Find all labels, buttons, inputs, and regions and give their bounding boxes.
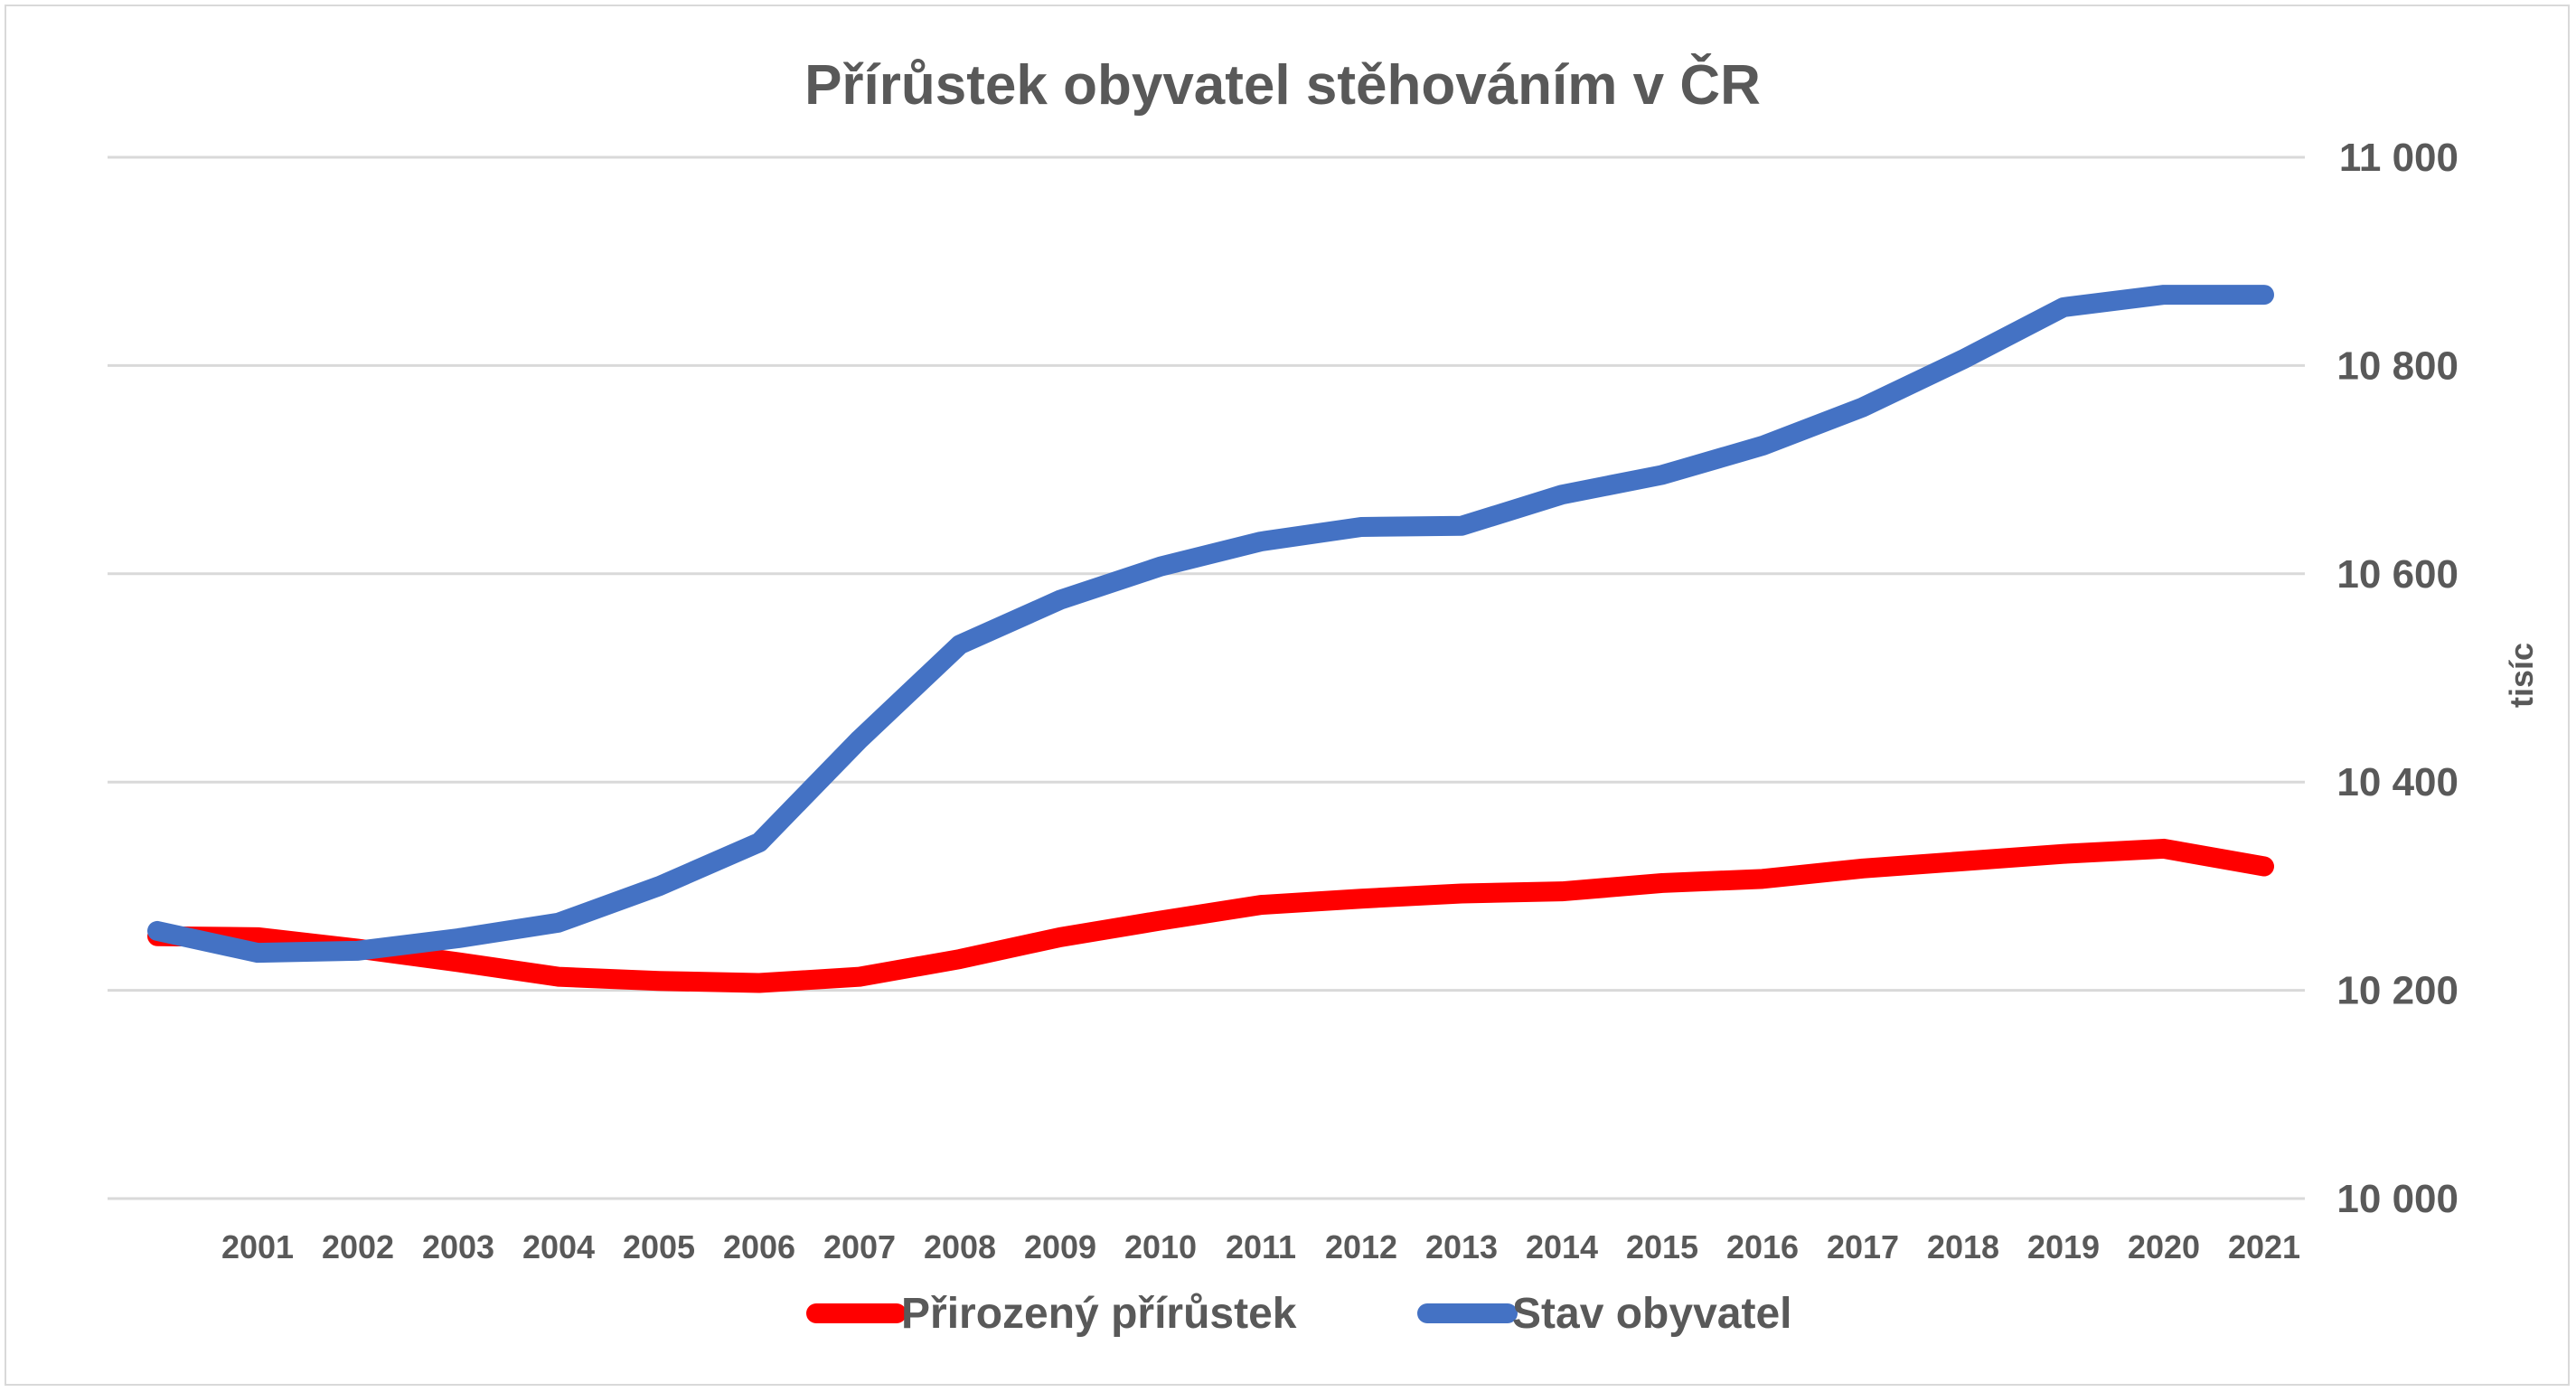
x-tick-label: 2019 [2027,1228,2100,1265]
legend-label-1: Přirozený přírůstek [901,1290,1297,1338]
y-tick-label: 10 200 [2336,969,2458,1013]
x-tick-label: 2005 [623,1228,695,1265]
x-tick-label: 2002 [322,1228,394,1265]
x-tick-label: 2001 [221,1228,294,1265]
y-tick-label: 10 000 [2336,1177,2458,1221]
chart-area: Přírůstek obyvatel stěhováním v ČR 10 00… [5,5,2570,1386]
y-tick-label: 10 600 [2336,552,2458,597]
x-tick-label: 2004 [522,1228,595,1265]
x-tick-label: 2003 [422,1228,494,1265]
y-axis-title: tisíc [2503,643,2540,708]
y-axis-ticks: 10 000 10 200 10 400 10 600 10 800 11 000 [2336,136,2458,1221]
series-line-1 [147,838,2274,993]
x-tick-label: 2014 [1526,1228,1598,1265]
x-tick-label: 2011 [1226,1228,1296,1265]
chart-title: Přírůstek obyvatel stěhováním v ČR [804,54,1761,117]
legend: Přirozený přírůstek Stav obyvatel [806,1290,1791,1338]
y-tick-label: 10 800 [2336,343,2458,388]
x-tick-label: 2017 [1827,1228,1899,1265]
x-tick-label: 2021 [2228,1228,2300,1265]
x-tick-label: 2010 [1124,1228,1197,1265]
y-tick-label: 10 400 [2336,760,2458,804]
gridlines [108,155,2305,1200]
series-line-2 [147,285,2274,964]
x-tick-label: 2020 [2128,1228,2200,1265]
line-chart: Přírůstek obyvatel stěhováním v ČR 10 00… [108,54,2540,1338]
x-tick-label: 2016 [1726,1228,1799,1265]
x-tick-label: 2006 [723,1228,795,1265]
x-tick-label: 2007 [823,1228,896,1265]
x-tick-label: 2015 [1626,1228,1698,1265]
x-tick-label: 2008 [924,1228,996,1265]
legend-label-2: Stav obyvatel [1512,1290,1791,1338]
y-tick-label: 11 000 [2339,136,2458,180]
x-tick-label: 2018 [1927,1228,1999,1265]
series-lines [147,285,2274,993]
x-tick-label: 2012 [1325,1228,1397,1265]
x-tick-label: 2013 [1425,1228,1498,1265]
x-tick-label: 2009 [1024,1228,1096,1265]
x-axis-ticks: 2001 2002 2003 2004 2005 2006 2007 2008 2009 2010… [221,1228,2300,1265]
